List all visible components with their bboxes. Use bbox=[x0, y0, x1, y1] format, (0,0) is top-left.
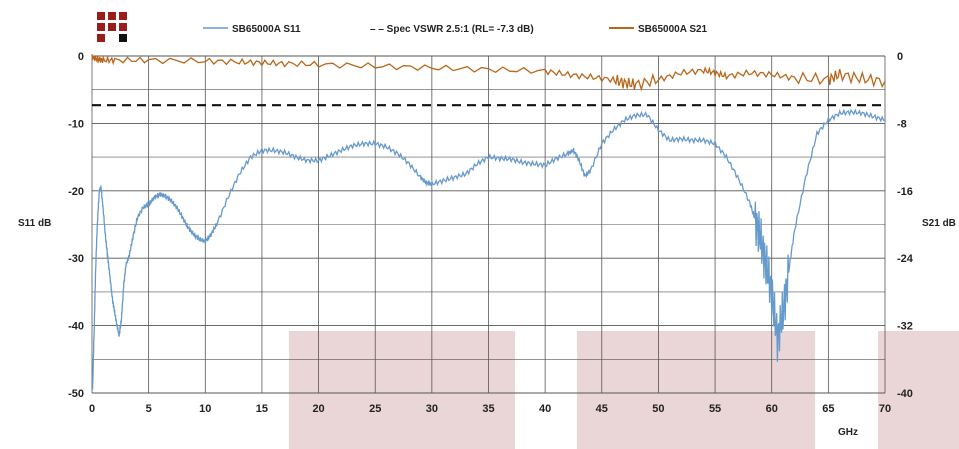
y-left-tick-label: -10 bbox=[68, 118, 84, 130]
overlay-bands bbox=[289, 331, 959, 449]
y-left-tick-label: -20 bbox=[68, 186, 84, 198]
y-right-tick-label: -40 bbox=[897, 388, 913, 400]
x-tick-label: 65 bbox=[822, 403, 834, 415]
overlay-band bbox=[878, 331, 959, 449]
y-right-tick-label: -32 bbox=[897, 321, 913, 333]
series-lines bbox=[91, 54, 886, 390]
x-tick-label: 0 bbox=[89, 403, 95, 415]
y-left-tick-label: -40 bbox=[68, 321, 84, 333]
x-tick-label: 20 bbox=[312, 403, 324, 415]
s11-line bbox=[91, 108, 886, 390]
legend-entry-label: SB65000A S21 bbox=[638, 24, 708, 35]
logo-square bbox=[97, 23, 105, 31]
x-tick-label: 5 bbox=[146, 403, 152, 415]
x-tick-label: 60 bbox=[766, 403, 778, 415]
y-axis-left-ticks: 0 -10 -20 -30 -40 -50 bbox=[68, 51, 84, 400]
x-tick-label: 50 bbox=[652, 403, 664, 415]
y-right-tick-label: -24 bbox=[897, 253, 914, 265]
logo-square bbox=[97, 12, 105, 20]
y-axis-left-title: S11 dB bbox=[18, 218, 51, 229]
y-right-tick-label: 0 bbox=[897, 51, 903, 63]
y-axis-right-title: S21 dB bbox=[922, 218, 956, 229]
grid bbox=[91, 55, 886, 394]
legend: SB65000A S11 – – Spec VSWR 2.5:1 (RL= -7.… bbox=[203, 24, 708, 35]
y-right-tick-label: -8 bbox=[897, 118, 907, 130]
y-left-tick-label: -30 bbox=[68, 253, 84, 265]
logo-square bbox=[119, 34, 127, 42]
overlay-band bbox=[289, 331, 515, 449]
s21-line bbox=[91, 54, 886, 92]
x-tick-label: 55 bbox=[709, 403, 721, 415]
y-axis-right-ticks: 0 -8 -16 -24 -32 -40 bbox=[897, 51, 914, 400]
x-tick-label: 15 bbox=[256, 403, 268, 415]
x-tick-label: 35 bbox=[482, 403, 494, 415]
logo-square bbox=[119, 23, 127, 31]
x-axis-ticks: 0 5 10 15 20 25 30 35 40 45 50 55 60 65 70 bbox=[89, 403, 891, 415]
legend-entry-label: SB65000A S11 bbox=[232, 24, 301, 35]
x-tick-label: 40 bbox=[539, 403, 551, 415]
x-tick-label: 30 bbox=[426, 403, 438, 415]
y-left-tick-label: 0 bbox=[78, 51, 84, 63]
y-left-tick-label: -50 bbox=[68, 388, 84, 400]
logo-square bbox=[108, 23, 116, 31]
x-tick-label: 70 bbox=[879, 403, 891, 415]
x-axis-title: GHz bbox=[838, 427, 858, 438]
x-tick-label: 25 bbox=[369, 403, 381, 415]
y-right-tick-label: -16 bbox=[897, 186, 913, 198]
logo-square bbox=[119, 12, 127, 20]
logo-square bbox=[108, 12, 116, 20]
legend-entry-label: – – Spec VSWR 2.5:1 (RL= -7.3 dB) bbox=[370, 24, 534, 35]
x-tick-label: 45 bbox=[596, 403, 608, 415]
overlay-band bbox=[577, 331, 815, 449]
company-logo-icon bbox=[97, 12, 127, 42]
x-tick-label: 10 bbox=[199, 403, 211, 415]
logo-square bbox=[97, 34, 105, 42]
